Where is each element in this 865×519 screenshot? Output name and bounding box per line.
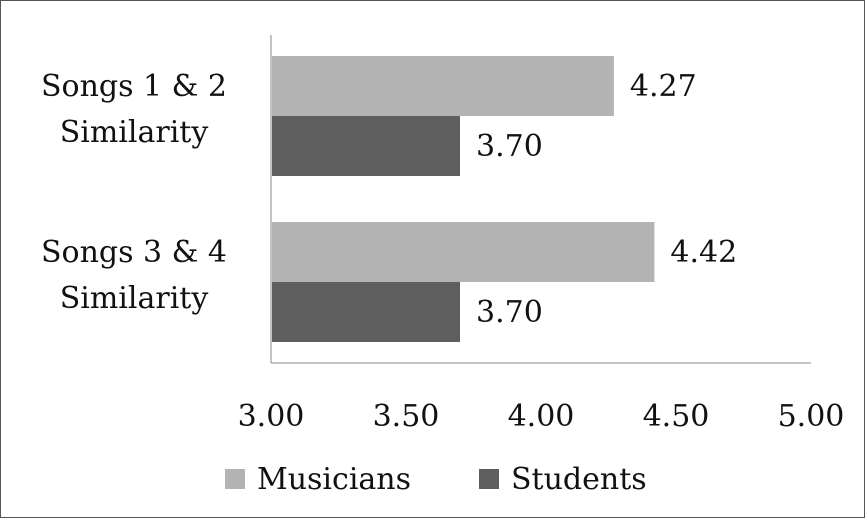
legend-label-students: Students (511, 462, 647, 497)
category-label-2-line-1: Songs 3 & 4 (41, 235, 227, 270)
category-label-1-line-2: Similarity (60, 115, 209, 150)
category-label-1-line-1: Songs 1 & 2 (41, 69, 227, 104)
x-tick-label: 3.50 (373, 399, 440, 434)
bar-students-2 (272, 282, 460, 342)
bar-students-1 (272, 116, 460, 176)
x-tick-label: 3.00 (238, 399, 305, 434)
x-tick-label: 4.50 (643, 399, 710, 434)
data-label-musicians-2: 4.42 (670, 235, 737, 270)
data-label-students-2: 3.70 (476, 295, 543, 330)
legend-swatch-students (479, 469, 499, 489)
data-label-students-1: 3.70 (476, 129, 543, 164)
x-tick-label: 5.00 (778, 399, 845, 434)
bar-musicians-1 (272, 56, 614, 116)
bar-musicians-2 (272, 222, 655, 282)
category-label-2-line-2: Similarity (60, 281, 209, 316)
legend-swatch-musicians (225, 469, 245, 489)
x-tick-label: 4.00 (508, 399, 575, 434)
legend-label-musicians: Musicians (257, 462, 411, 497)
data-label-musicians-1: 4.27 (630, 69, 697, 104)
